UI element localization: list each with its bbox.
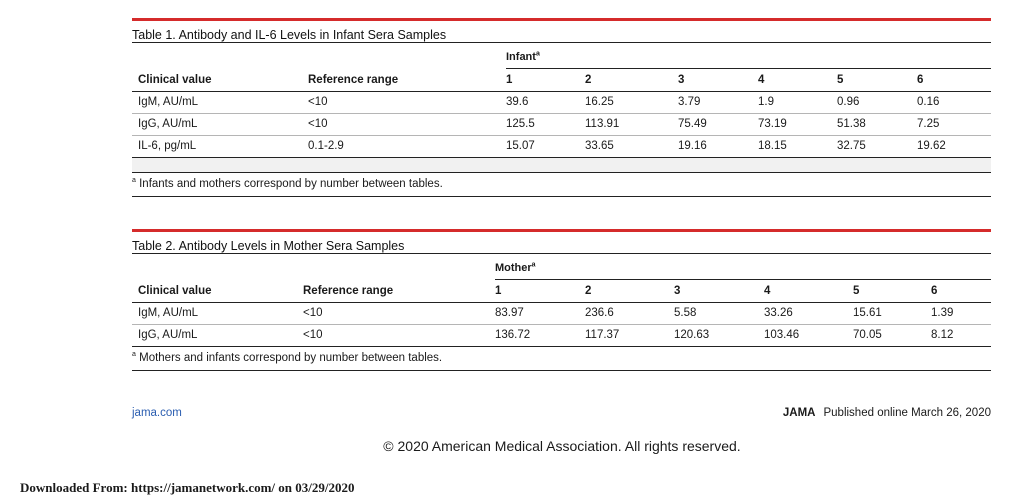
published-date: Published online March 26, 2020 [823, 407, 991, 419]
table-cell: 16.25 [585, 96, 614, 108]
table-2-footnote: a Mothers and infants correspond by numb… [132, 347, 991, 371]
table-cell: 15.61 [853, 307, 882, 319]
table-cell: 18.15 [758, 140, 787, 152]
table-cell: 73.19 [758, 118, 787, 130]
table-cell: 125.5 [506, 118, 535, 130]
table-cell: 0.16 [917, 96, 940, 108]
table-cell: 113.91 [585, 118, 620, 130]
table-1-footnote: a Infants and mothers correspond by numb… [132, 173, 991, 197]
column-header: Reference range [303, 285, 394, 297]
table-cell: IgM, AU/mL [138, 96, 199, 108]
table-cell: 51.38 [837, 118, 866, 130]
table-cell: <10 [308, 118, 328, 130]
table-1-column-headers: Clinical value Reference range 1 2 3 4 5 6 [132, 69, 991, 92]
table-cell: 5.58 [674, 307, 697, 319]
infant-group-label: Infanta [506, 50, 540, 63]
column-header: Clinical value [138, 74, 212, 86]
journal-info: JAMA Published online March 26, 2020 [783, 407, 991, 419]
table-row: IL-6, pg/mL 0.1-2.9 15.07 33.65 19.16 18.15 32… [132, 136, 991, 158]
table-cell: 0.1-2.9 [308, 140, 344, 152]
table-2-title: Table 2. Antibody Levels in Mother Sera … [132, 232, 991, 254]
column-header: Reference range [308, 74, 399, 86]
table-cell: 19.62 [917, 140, 946, 152]
table-cell: IL-6, pg/mL [138, 140, 197, 152]
column-header: Clinical value [138, 285, 212, 297]
table-cell: IgM, AU/mL [138, 307, 199, 319]
table-cell: 7.25 [917, 118, 940, 130]
table-cell: 8.12 [931, 329, 954, 341]
site-link[interactable]: jama.com [132, 407, 182, 419]
table-2-group-header: Mothera [132, 254, 991, 280]
table-cell: 33.26 [764, 307, 793, 319]
column-header: 6 [917, 74, 924, 86]
table-row: IgG, AU/mL <10 136.72 117.37 120.63 103.46 70.… [132, 325, 991, 347]
table-2-grid: Mothera Clinical value Reference range 1 2 3… [132, 254, 991, 347]
table-cell: <10 [308, 96, 328, 108]
column-header: 5 [853, 285, 860, 297]
table-cell: 117.37 [585, 329, 620, 341]
column-header: 3 [678, 74, 685, 86]
table-cell: 236.6 [585, 307, 614, 319]
table-row: IgM, AU/mL <10 39.6 16.25 3.79 1.9 0.96 0.16 [132, 92, 991, 114]
table-row: IgG, AU/mL <10 125.5 113.91 75.49 73.19 51.38 7… [132, 114, 991, 136]
column-header: 3 [674, 285, 681, 297]
table-cell: 19.16 [678, 140, 707, 152]
table-cell: 103.46 [764, 329, 800, 341]
table-cell: 1.9 [758, 96, 774, 108]
table-2: Table 2. Antibody Levels in Mother Sera … [132, 229, 991, 371]
journal-name: JAMA [782, 407, 816, 419]
download-notice: Downloaded From: https://jamanetwork.com… [20, 480, 355, 495]
table-cell: 120.63 [674, 329, 710, 341]
table-cell: <10 [303, 329, 323, 341]
table-1-spacer [132, 158, 991, 173]
column-header: 1 [495, 285, 502, 297]
table-1: Table 1. Antibody and IL-6 Levels in Inf… [132, 18, 991, 197]
table-cell: 33.65 [585, 140, 614, 152]
table-2-top-rule [132, 229, 991, 232]
column-header: 4 [764, 285, 771, 297]
column-header: 4 [758, 74, 765, 86]
table-1-grid: Infanta Clinical value Reference range 1 2 3… [132, 43, 991, 158]
table-cell: 39.6 [506, 96, 529, 108]
table-cell: 136.72 [495, 329, 531, 341]
table-cell: 1.39 [931, 307, 954, 319]
table-cell: IgG, AU/mL [138, 118, 198, 130]
copyright-notice: © 2020 American Medical Association. All… [383, 438, 741, 454]
table-cell: 75.49 [678, 118, 707, 130]
column-header: 2 [585, 285, 592, 297]
table-row: IgM, AU/mL <10 83.97 236.6 5.58 33.26 15.61 1.3… [132, 303, 991, 325]
table-1-top-rule [132, 18, 991, 21]
table-cell: 83.97 [495, 307, 524, 319]
table-cell: 70.05 [853, 329, 882, 341]
table-cell: <10 [303, 307, 323, 319]
column-header: 6 [931, 285, 938, 297]
table-1-group-header: Infanta [132, 43, 991, 69]
table-cell: IgG, AU/mL [138, 329, 198, 341]
table-cell: 3.79 [678, 96, 701, 108]
column-header: 2 [585, 74, 592, 86]
column-header: 5 [837, 74, 844, 86]
column-header: 1 [506, 74, 513, 86]
table-cell: 32.75 [837, 140, 866, 152]
table-2-column-headers: Clinical value Reference range 1 2 3 4 5 6 [132, 280, 991, 303]
table-1-title: Table 1. Antibody and IL-6 Levels in Inf… [132, 21, 991, 43]
mother-group-label: Mothera [495, 261, 536, 274]
table-cell: 15.07 [506, 140, 535, 152]
table-cell: 0.96 [837, 96, 860, 108]
